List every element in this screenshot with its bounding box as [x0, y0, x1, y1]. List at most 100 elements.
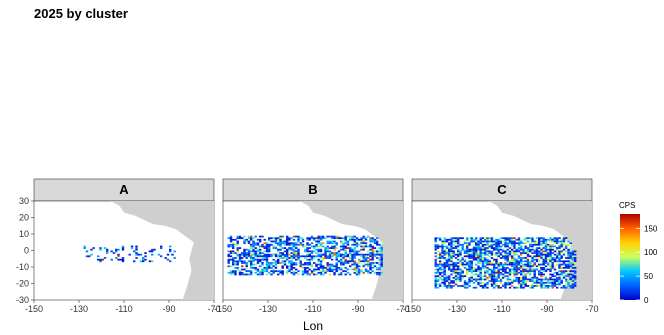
heat-cell: [522, 250, 525, 253]
heat-cell: [549, 276, 552, 279]
heat-cell: [326, 265, 329, 268]
heat-cell: [520, 258, 523, 261]
heat-cell: [373, 255, 377, 258]
heat-cell: [279, 240, 282, 243]
heat-cell: [481, 262, 485, 264]
heat-cell: [286, 238, 289, 241]
heat-cell: [333, 252, 336, 254]
heat-cell: [551, 248, 554, 251]
heat-cell: [281, 240, 284, 243]
heat-cell: [337, 273, 341, 276]
heat-cell: [259, 235, 262, 238]
heat-cell: [535, 243, 539, 246]
y-tick-label: 20: [19, 213, 29, 223]
heat-cell: [279, 253, 282, 256]
heat-cell: [454, 265, 458, 268]
heat-cell: [308, 255, 311, 258]
heat-cell: [335, 235, 338, 238]
heat-cell: [484, 273, 487, 276]
heat-cell: [434, 285, 437, 287]
heat-cell: [351, 250, 354, 253]
heat-cell: [290, 265, 293, 268]
heat-cell: [344, 237, 347, 240]
heat-cell: [506, 237, 509, 240]
heat-cell: [340, 262, 343, 264]
heat-cell: [243, 273, 246, 276]
heat-cell: [452, 267, 455, 269]
heat-cell: [317, 238, 320, 241]
heat-cell: [499, 280, 503, 282]
heat-cell: [553, 253, 557, 256]
heat-cell: [295, 235, 298, 238]
heat-cell: [277, 260, 280, 263]
x-tick-label: -110: [304, 304, 321, 314]
heat-cell: [454, 262, 458, 264]
heat-cell: [497, 255, 500, 258]
heat-cell: [342, 245, 345, 248]
heat-cell: [243, 262, 246, 264]
heat-cell: [533, 263, 536, 266]
heat-cell: [290, 243, 293, 246]
heat-cell: [479, 283, 482, 286]
heat-cell: [454, 273, 458, 276]
heat-cell: [268, 262, 271, 264]
heat-cell: [349, 273, 352, 276]
heat-cell: [538, 260, 541, 263]
heat-cell: [470, 278, 473, 281]
heat-cell: [232, 257, 235, 259]
heat-cell: [360, 245, 363, 248]
heat-cell: [486, 258, 489, 261]
heat-cell: [542, 240, 545, 243]
heat-cell: [364, 263, 368, 266]
heat-cell: [556, 263, 559, 266]
heat-cell: [232, 245, 235, 248]
heat-cell: [344, 238, 347, 241]
heat-cell: [346, 235, 350, 238]
heat-cell: [477, 243, 480, 246]
heat-cell: [486, 281, 489, 284]
heat-cell: [241, 262, 244, 264]
heat-cell: [484, 257, 487, 259]
heat-cell: [436, 245, 440, 248]
heat-cell: [569, 247, 572, 249]
heat-cell: [286, 258, 289, 261]
heat-cell: [319, 238, 323, 241]
heat-cell: [436, 265, 440, 268]
heat-cell: [538, 263, 541, 266]
heat-cell: [349, 235, 352, 238]
heat-cell: [349, 252, 352, 254]
heat-cell: [493, 247, 496, 249]
heat-cell: [544, 265, 548, 268]
heat-cell: [364, 258, 368, 261]
heat-cell: [463, 285, 467, 287]
heat-cell: [308, 268, 311, 271]
heat-cell: [513, 263, 516, 266]
heat-cell: [504, 286, 507, 289]
heat-cell: [540, 253, 543, 256]
heat-cell: [493, 273, 496, 276]
heat-cell: [477, 258, 480, 261]
heat-cell: [261, 257, 264, 259]
heat-cell: [558, 260, 561, 263]
heat-cell: [229, 255, 233, 258]
x-tick-label: -150: [403, 304, 421, 314]
heat-cell: [295, 263, 298, 266]
heat-cell: [304, 245, 307, 248]
heat-cell: [445, 276, 449, 279]
heat-cell: [290, 242, 293, 245]
heat-cell: [344, 255, 347, 258]
heat-cell: [493, 267, 496, 269]
heat-cell: [493, 265, 496, 268]
heat-cell: [574, 257, 577, 259]
heat-cell: [461, 270, 464, 273]
heat-cell: [484, 248, 487, 251]
heat-cell: [542, 260, 545, 263]
heat-cell: [376, 271, 379, 274]
heat-cell: [475, 252, 478, 254]
heat-cell: [270, 267, 273, 269]
heat-cell: [279, 243, 282, 246]
heat-cell: [340, 268, 343, 271]
heat-cell: [499, 263, 503, 266]
heat-cell: [301, 238, 305, 241]
heat-cell: [301, 245, 305, 248]
